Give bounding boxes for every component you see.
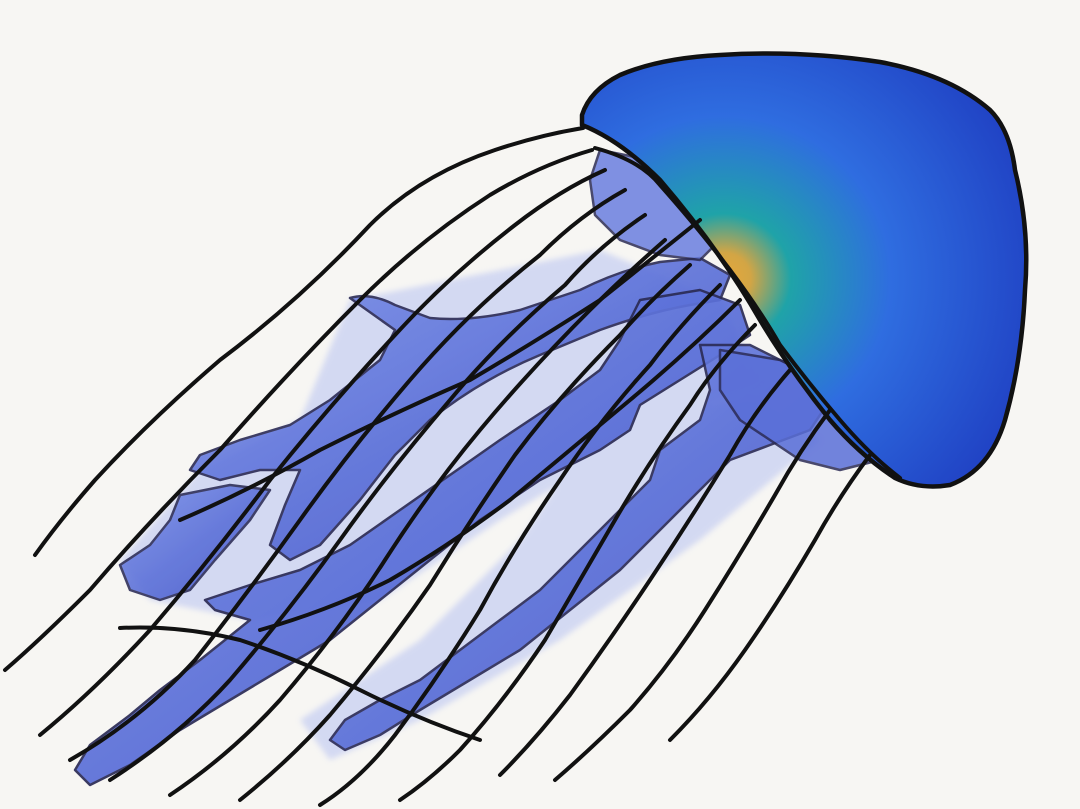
bell-inner-edge: [593, 146, 902, 480]
jellyfish-bell: [579, 51, 1029, 489]
tentacles: [3, 126, 872, 807]
